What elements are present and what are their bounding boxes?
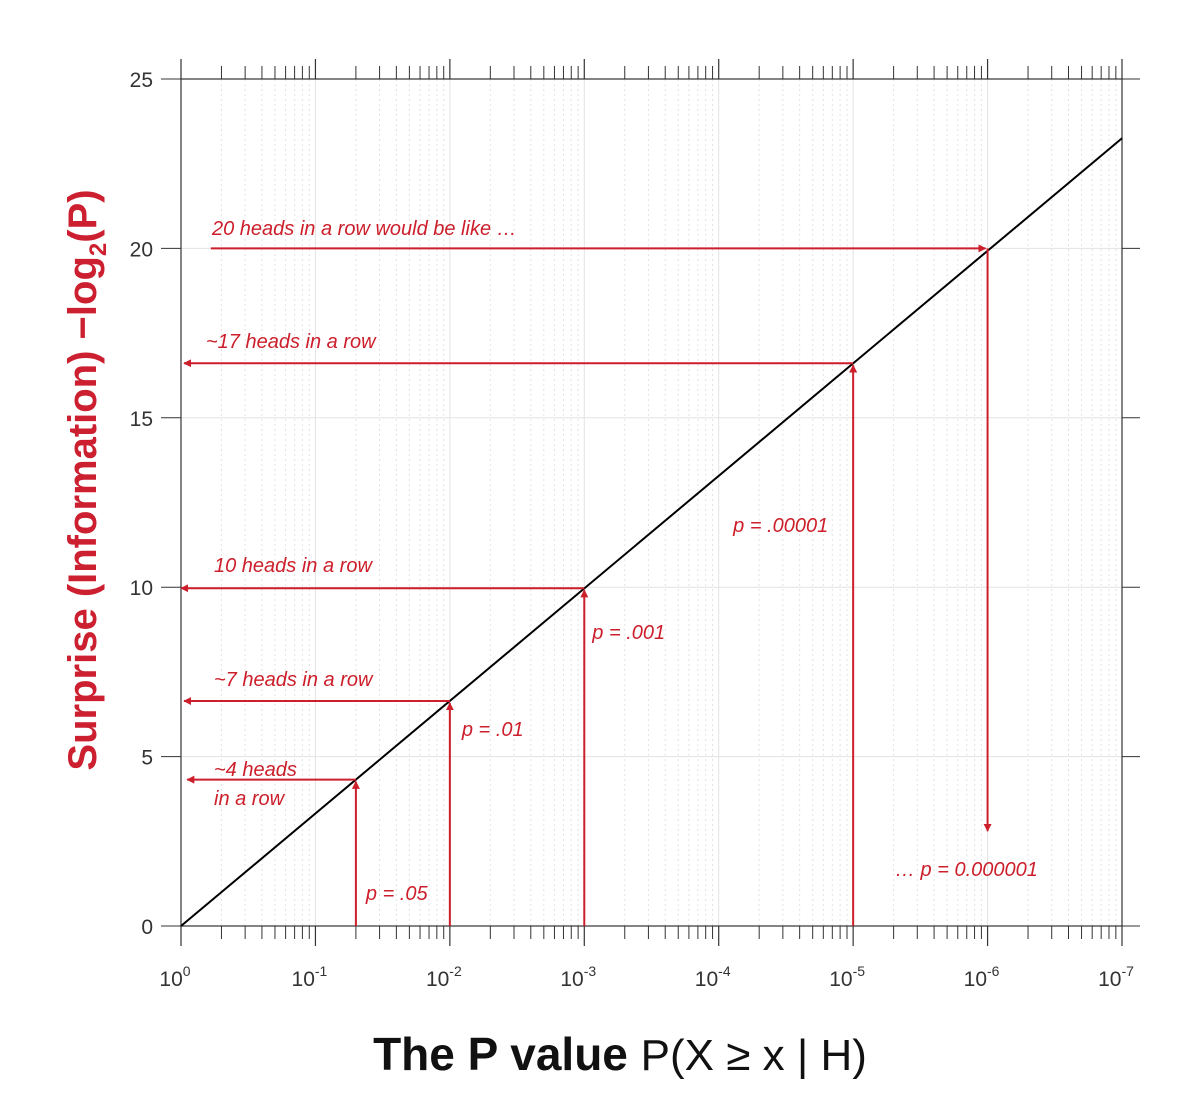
heads-label: 20 heads in a row would be like … <box>211 218 517 240</box>
annotation-arrows <box>180 244 992 926</box>
y-axis-title: Surprise (Information) −log2(P) <box>61 189 112 770</box>
x-tick-label: 10-7 <box>1098 963 1134 991</box>
p-value-label: p = .05 <box>365 883 429 905</box>
heads-label: 10 heads in a row <box>214 555 373 577</box>
surprise-line <box>180 137 1123 927</box>
annotations: p = .05 ~4 heads in a row p = .01 ~7 heads i… <box>206 218 1038 905</box>
p-value-label: … p = 0.000001 <box>895 859 1038 881</box>
x-tick-label: 10-5 <box>829 963 865 991</box>
y-tick-label: 5 <box>141 747 153 770</box>
heads-label: ~17 heads in a row <box>206 331 377 353</box>
heads-label: ~7 heads in a row <box>214 669 374 691</box>
y-tick-label: 20 <box>130 238 153 261</box>
p-value-label: p = .01 <box>461 719 524 741</box>
x-tick-label: 10-2 <box>426 963 462 991</box>
series-group <box>180 137 1123 927</box>
x-tick-label: 10-1 <box>292 963 328 991</box>
axis-titles: The P value P(X ≥ x | H) Surprise (Inform… <box>61 189 867 1080</box>
x-tick-label: 10-6 <box>964 963 1000 991</box>
heads-label: in a row <box>214 788 286 810</box>
x-tick-label: 10-4 <box>695 963 731 991</box>
y-tick-label: 25 <box>130 69 153 92</box>
p-value-label: p = .00001 <box>732 515 828 537</box>
y-tick-label: 15 <box>130 408 153 431</box>
y-tick-label: 10 <box>130 577 153 600</box>
axis-ticks <box>161 59 1140 946</box>
x-axis-title: The P value P(X ≥ x | H) <box>373 1028 867 1080</box>
heads-label: ~4 heads <box>214 759 297 781</box>
x-tick-label: 100 <box>159 963 190 991</box>
y-tick-label: 0 <box>141 916 153 939</box>
plot-frame <box>180 78 1123 927</box>
grid <box>181 79 1122 926</box>
x-tick-label: 10-3 <box>560 963 596 991</box>
plot-border <box>180 78 1123 927</box>
p-value-label: p = .001 <box>591 622 665 644</box>
tick-labels: 0 5 10 15 20 25 100 10-1 10-2 10-3 10-4 10-5 10-6 10-… <box>130 69 1134 991</box>
